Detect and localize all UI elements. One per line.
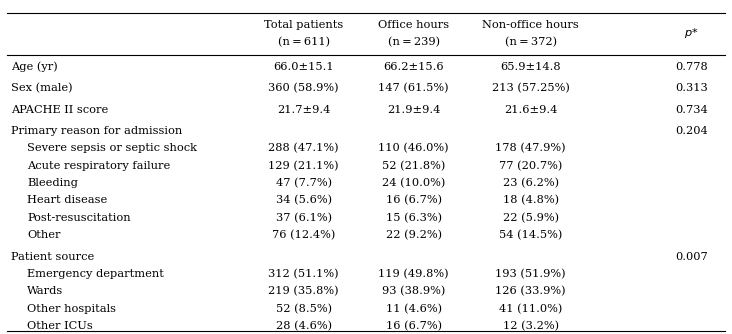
Text: Primary reason for admission: Primary reason for admission [11, 126, 182, 136]
Text: 23 (6.2%): 23 (6.2%) [503, 178, 559, 188]
Text: 129 (21.1%): 129 (21.1%) [269, 161, 339, 171]
Text: 15 (6.3%): 15 (6.3%) [386, 213, 441, 223]
Text: 0.778: 0.778 [676, 62, 708, 72]
Text: Heart disease: Heart disease [27, 195, 108, 205]
Text: 0.204: 0.204 [676, 126, 708, 136]
Text: 47 (7.7%): 47 (7.7%) [276, 178, 332, 188]
Text: 11 (4.6%): 11 (4.6%) [386, 304, 441, 314]
Text: Acute respiratory failure: Acute respiratory failure [27, 161, 171, 171]
Text: 65.9±14.8: 65.9±14.8 [501, 62, 561, 72]
Text: 110 (46.0%): 110 (46.0%) [378, 143, 449, 153]
Text: 77 (20.7%): 77 (20.7%) [499, 161, 562, 171]
Text: 178 (47.9%): 178 (47.9%) [496, 143, 566, 153]
Text: 22 (9.2%): 22 (9.2%) [386, 230, 441, 240]
Text: 360 (58.9%): 360 (58.9%) [269, 83, 339, 93]
Text: 16 (6.7%): 16 (6.7%) [386, 195, 441, 205]
Text: 52 (8.5%): 52 (8.5%) [276, 304, 332, 314]
Text: 0.007: 0.007 [676, 252, 708, 262]
Text: $\it{p}$*: $\it{p}$* [684, 26, 699, 40]
Text: Total patients: Total patients [264, 20, 343, 30]
Text: 37 (6.1%): 37 (6.1%) [276, 213, 332, 223]
Text: Other ICUs: Other ICUs [27, 321, 93, 331]
Text: APACHE II score: APACHE II score [11, 105, 108, 115]
Text: 126 (33.9%): 126 (33.9%) [496, 286, 566, 296]
Text: 147 (61.5%): 147 (61.5%) [378, 83, 449, 93]
Text: 21.9±9.4: 21.9±9.4 [387, 105, 440, 115]
Text: 193 (51.9%): 193 (51.9%) [496, 269, 566, 279]
Text: 28 (4.6%): 28 (4.6%) [276, 321, 332, 331]
Text: (n = 611): (n = 611) [277, 37, 330, 47]
Text: 0.734: 0.734 [676, 105, 708, 115]
Text: Emergency department: Emergency department [27, 269, 164, 279]
Text: 288 (47.1%): 288 (47.1%) [269, 143, 339, 153]
Text: Severe sepsis or septic shock: Severe sepsis or septic shock [27, 143, 197, 153]
Text: (n = 239): (n = 239) [387, 37, 440, 47]
Text: 24 (10.0%): 24 (10.0%) [382, 178, 445, 188]
Text: (n = 372): (n = 372) [504, 37, 557, 47]
Text: 34 (5.6%): 34 (5.6%) [276, 195, 332, 205]
Text: 312 (51.1%): 312 (51.1%) [269, 269, 339, 279]
Text: 21.7±9.4: 21.7±9.4 [277, 105, 330, 115]
Text: 219 (35.8%): 219 (35.8%) [269, 286, 339, 296]
Text: Age (yr): Age (yr) [11, 61, 58, 72]
Text: 16 (6.7%): 16 (6.7%) [386, 321, 441, 331]
Text: 41 (11.0%): 41 (11.0%) [499, 304, 562, 314]
Text: 93 (38.9%): 93 (38.9%) [382, 286, 445, 296]
Text: 52 (21.8%): 52 (21.8%) [382, 161, 445, 171]
Text: 0.313: 0.313 [676, 83, 708, 93]
Text: 76 (12.4%): 76 (12.4%) [272, 230, 335, 240]
Text: 54 (14.5%): 54 (14.5%) [499, 230, 562, 240]
Text: Wards: Wards [27, 286, 64, 296]
Text: 18 (4.8%): 18 (4.8%) [503, 195, 559, 205]
Text: Other hospitals: Other hospitals [27, 304, 116, 314]
Text: 22 (5.9%): 22 (5.9%) [503, 213, 559, 223]
Text: Sex (male): Sex (male) [11, 83, 72, 93]
Text: Patient source: Patient source [11, 252, 94, 262]
Text: Office hours: Office hours [378, 20, 449, 30]
Text: 66.2±15.6: 66.2±15.6 [384, 62, 444, 72]
Text: Other: Other [27, 230, 61, 240]
Text: Bleeding: Bleeding [27, 178, 78, 188]
Text: 213 (57.25%): 213 (57.25%) [492, 83, 569, 93]
Text: Post-resuscitation: Post-resuscitation [27, 213, 131, 223]
Text: 21.6±9.4: 21.6±9.4 [504, 105, 557, 115]
Text: 66.0±15.1: 66.0±15.1 [274, 62, 334, 72]
Text: 119 (49.8%): 119 (49.8%) [378, 269, 449, 279]
Text: Non-office hours: Non-office hours [482, 20, 579, 30]
Text: 12 (3.2%): 12 (3.2%) [503, 321, 559, 331]
